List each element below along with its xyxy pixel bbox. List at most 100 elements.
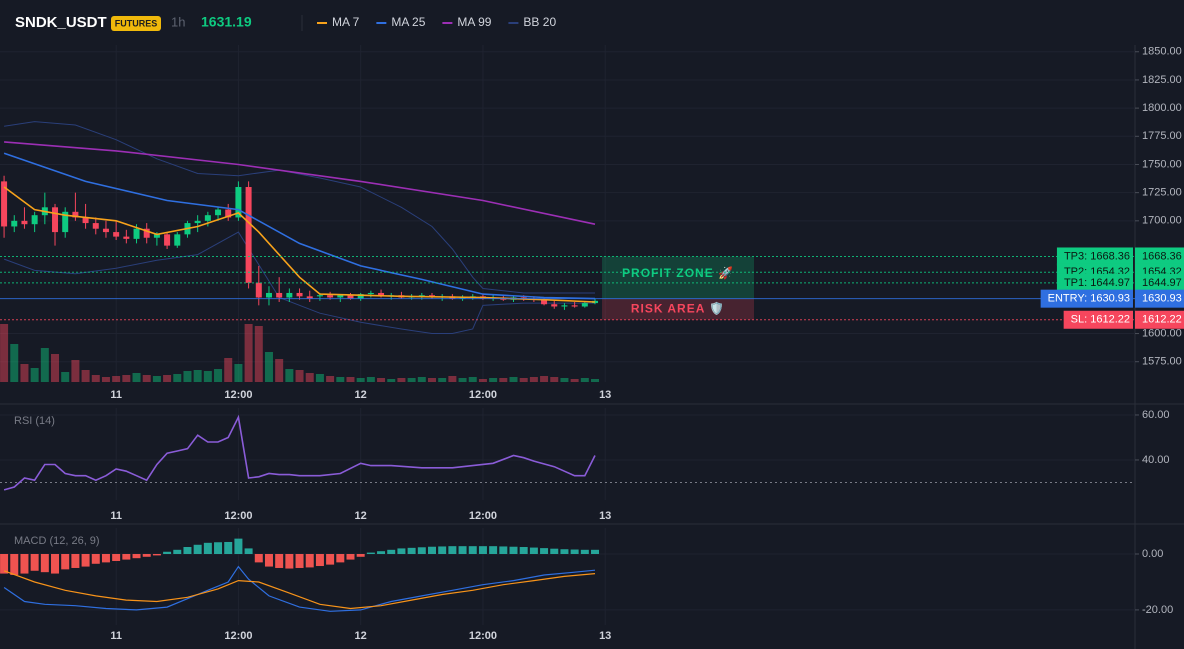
- histogram-bar: [234, 538, 243, 554]
- volume-bar: [336, 377, 345, 382]
- histogram-bar: [285, 553, 294, 569]
- x-tick-label: 12:00: [224, 510, 252, 522]
- volume-bar: [377, 378, 386, 382]
- volume-bar: [580, 378, 589, 382]
- volume-bar: [346, 377, 355, 382]
- candle-body: [561, 305, 568, 307]
- y-tick-label: 1725.00: [1142, 187, 1182, 199]
- candle-body: [541, 299, 548, 305]
- histogram-bar: [529, 547, 538, 554]
- y-tick-label: 1750.00: [1142, 158, 1182, 170]
- candle-body: [92, 223, 99, 229]
- volume-bar: [61, 372, 70, 382]
- volume-bar: [183, 371, 192, 382]
- candle-body: [296, 292, 303, 297]
- x-tick-label: 11: [110, 630, 122, 642]
- histogram-bar: [591, 549, 600, 554]
- histogram-bar: [132, 553, 141, 559]
- volume-bar: [203, 371, 212, 382]
- histogram-bar: [244, 548, 253, 554]
- candle-body: [82, 217, 89, 224]
- candle-body: [72, 211, 79, 218]
- volume-bar: [0, 324, 9, 382]
- x-tick-label: 12:00: [469, 510, 497, 522]
- histogram-bar: [122, 553, 131, 560]
- y-tick-label: 1800.00: [1142, 102, 1182, 114]
- volume-bar: [285, 369, 294, 382]
- volume-bar: [499, 378, 508, 382]
- volume-bar: [275, 359, 284, 382]
- volume-bar: [438, 378, 447, 382]
- histogram-bar: [458, 546, 467, 554]
- volume-bar: [509, 377, 518, 382]
- candle-body: [347, 295, 354, 299]
- volume-bar: [326, 376, 335, 382]
- x-tick-label: 12: [355, 630, 367, 642]
- candle-body: [459, 297, 466, 299]
- histogram-bar: [264, 553, 273, 567]
- candle-body: [367, 292, 374, 295]
- volume-bar: [264, 352, 273, 382]
- candle-body: [265, 292, 272, 298]
- panel-title: RSI (14): [14, 415, 55, 427]
- volume-bar: [71, 360, 80, 382]
- histogram-bar: [580, 549, 589, 554]
- volume-bar: [214, 369, 223, 382]
- volume-bar: [152, 376, 161, 382]
- symbol: SNDK_USDT: [15, 14, 107, 31]
- histogram-bar: [224, 541, 233, 554]
- histogram-bar: [438, 546, 447, 554]
- histogram-bar: [183, 547, 192, 554]
- volume-bar: [40, 348, 49, 382]
- candle-body: [102, 228, 109, 233]
- x-tick-label: 13: [599, 510, 611, 522]
- y-tick-label: 1850.00: [1142, 46, 1182, 58]
- histogram-bar: [356, 553, 365, 557]
- volume-bar: [540, 376, 549, 382]
- level-axis-bg: [1135, 310, 1184, 329]
- candle-body: [113, 232, 120, 237]
- volume-bar: [427, 378, 436, 382]
- y-tick-label: -20.00: [1142, 604, 1173, 616]
- histogram-bar: [570, 549, 579, 554]
- level-axis-bg: [1135, 273, 1184, 292]
- histogram-bar: [203, 542, 212, 554]
- interval: 1h: [171, 14, 185, 29]
- histogram-bar: [10, 553, 19, 575]
- volume-bar: [397, 378, 406, 382]
- volume-bar: [407, 378, 416, 382]
- candle-body: [225, 209, 232, 218]
- histogram-bar: [397, 548, 406, 554]
- histogram-bar: [550, 548, 559, 554]
- histogram-bar: [142, 553, 151, 557]
- candle-body: [31, 215, 38, 225]
- level-label-bg: [1040, 289, 1133, 308]
- legend-label: MA 25: [391, 15, 425, 29]
- x-tick-label: 12: [355, 389, 367, 401]
- candle-body: [378, 292, 385, 297]
- histogram-bar: [254, 553, 263, 563]
- histogram-bar: [478, 546, 487, 554]
- volume-bar: [91, 375, 100, 382]
- volume-bar: [305, 373, 314, 382]
- candle-body: [1, 181, 8, 227]
- candle-body: [164, 234, 171, 246]
- level-axis-label: 1668.36: [1142, 250, 1182, 262]
- x-tick-label: 12:00: [469, 630, 497, 642]
- candle-body: [143, 228, 150, 238]
- histogram-bar: [214, 542, 223, 554]
- level-label: TP1: 1644.97: [1064, 277, 1130, 289]
- candle-body: [357, 294, 364, 299]
- histogram-bar: [377, 551, 386, 554]
- macd-line: [3, 570, 596, 610]
- x-tick-label: 13: [599, 630, 611, 642]
- y-tick-label: 1825.00: [1142, 74, 1182, 86]
- bb-upper: [4, 121, 595, 294]
- histogram-bar: [91, 553, 100, 564]
- x-tick-label: 12:00: [469, 389, 497, 401]
- volume-bar: [234, 364, 243, 382]
- volume-bar: [519, 378, 528, 382]
- level-label-bg: [1063, 310, 1133, 329]
- volume-bar: [132, 373, 141, 382]
